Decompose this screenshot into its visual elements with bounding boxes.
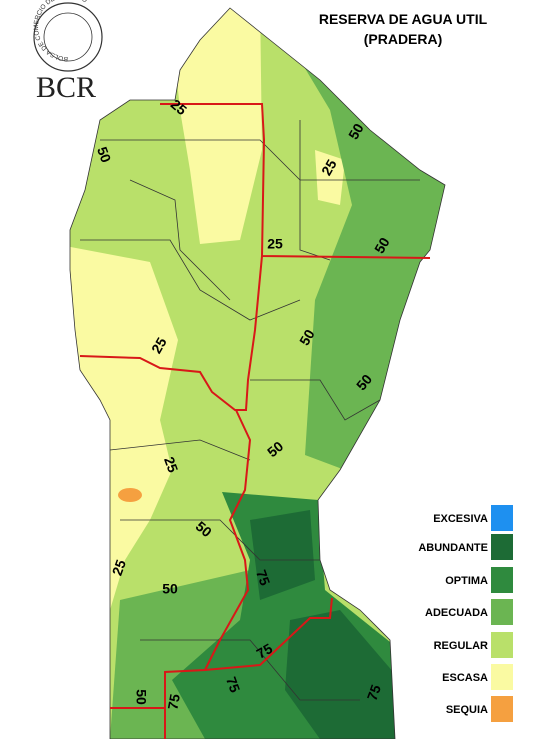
contour-label: 25	[109, 557, 129, 577]
logo-inner	[43, 12, 93, 62]
contour-label: 75	[223, 675, 243, 695]
legend-label: OPTIMA	[445, 575, 488, 587]
contour-label: 25	[148, 334, 170, 356]
logo: BOLSA DE COMERCIO DE ROSARIO BCR	[33, 0, 103, 104]
legend-label: ABUNDANTE	[418, 542, 488, 554]
province-outline	[69, 7, 446, 739]
legend-label: ESCASA	[442, 672, 488, 684]
legend-swatch	[491, 696, 513, 722]
legend-label: ADECUADA	[425, 607, 488, 619]
legend-label: REGULAR	[434, 640, 488, 652]
contour-label: 75	[253, 568, 273, 588]
contour-label: 50	[162, 581, 178, 597]
contour-label: 50	[133, 689, 149, 705]
red-boundaries	[79, 103, 431, 739]
legend-label: SEQUIA	[446, 704, 488, 716]
legend-swatch	[491, 664, 513, 690]
contour-label: 75	[254, 640, 276, 662]
title-line: (PRADERA)	[364, 31, 443, 47]
legend-swatch	[491, 534, 513, 560]
contour-label: 75	[164, 693, 182, 711]
legend-label: EXCESIVA	[433, 513, 488, 525]
logo-name: BCR	[36, 71, 96, 104]
legend-swatch	[491, 632, 513, 658]
contour-label: 25	[318, 156, 340, 178]
legend-swatch	[491, 505, 513, 531]
contour-label: 50	[94, 145, 114, 165]
department-lines	[80, 120, 420, 701]
contour-label: 50	[345, 120, 367, 142]
logo-ring-text: BOLSA DE COMERCIO DE ROSARIO	[33, 0, 88, 62]
contour-label: 75	[364, 682, 384, 702]
legend-swatch	[491, 567, 513, 593]
legend-swatch	[491, 599, 513, 625]
title-line: RESERVA DE AGUA UTIL	[319, 11, 488, 27]
contour-label: 50	[296, 326, 318, 348]
logo-ring-text-path: BOLSA DE COMERCIO DE ROSARIO	[33, 0, 88, 62]
contour-label: 25	[161, 455, 181, 475]
logo-ring	[33, 2, 103, 72]
contour-label: 50	[371, 234, 393, 256]
contour-label: 25	[267, 236, 283, 252]
